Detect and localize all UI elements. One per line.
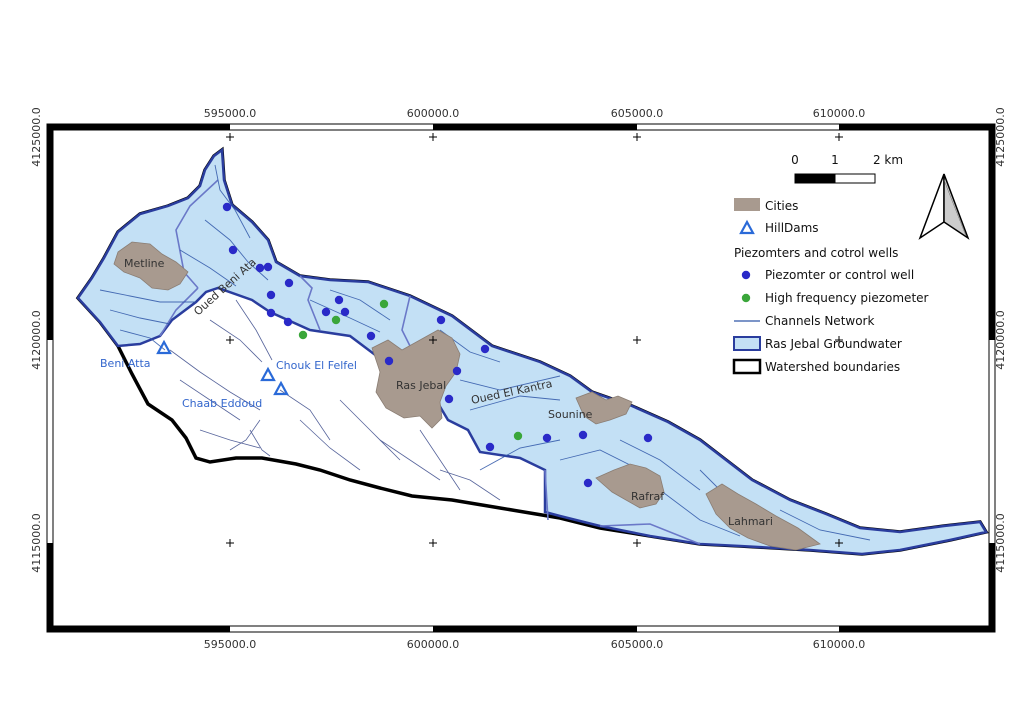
y-label-right: 4125000.0 xyxy=(994,107,1007,167)
label-chaab-eddoud: Chaab Eddoud xyxy=(182,397,262,410)
piezometer-point xyxy=(266,290,276,300)
y-label-left: 4115000.0 xyxy=(30,513,43,573)
legend-groundwater: Ras Jebal Groundwater xyxy=(765,337,902,351)
grid-crosses xyxy=(226,133,843,547)
x-label-bottom: 605000.0 xyxy=(611,638,664,651)
label-chouk-el-felfel: Chouk El Felfel xyxy=(276,359,357,372)
watershed-area xyxy=(75,146,989,556)
legend-hf-piezometer: High frequency piezometer xyxy=(765,291,929,305)
legend: Cities HillDams Piezomters and cotrol we… xyxy=(732,198,929,375)
legend-swatch-cities xyxy=(734,198,760,211)
piezometer-point xyxy=(321,307,331,317)
piezometer-point xyxy=(263,262,273,272)
hilldam-triangle-icon xyxy=(260,366,276,382)
x-label-top: 610000.0 xyxy=(813,107,866,120)
x-label-top: 600000.0 xyxy=(407,107,460,120)
hf-piezometer-point xyxy=(513,431,523,441)
piezometer-point xyxy=(578,430,588,440)
hilldam-triangle-icon xyxy=(273,380,289,396)
piezometer-point xyxy=(255,263,265,273)
legend-piezometer-icon xyxy=(741,270,751,280)
channels-network xyxy=(99,164,871,541)
north-arrow-icon xyxy=(918,173,970,240)
x-label-bottom: 595000.0 xyxy=(204,638,257,651)
groundwater-area xyxy=(76,147,988,556)
piezometer-point xyxy=(222,202,232,212)
x-label-top: 605000.0 xyxy=(611,107,664,120)
piezometers-layer xyxy=(222,202,653,488)
legend-swatch-watershed xyxy=(732,358,762,375)
hf-piezometers-layer xyxy=(298,299,523,441)
piezometer-point xyxy=(266,308,276,318)
city-rafraf xyxy=(595,463,665,509)
legend-hilldams: HillDams xyxy=(765,221,819,235)
label-sounine: Sounine xyxy=(548,408,593,421)
piezometer-point xyxy=(436,315,446,325)
y-label-right: 4120000.0 xyxy=(994,310,1007,370)
y-label-right: 4115000.0 xyxy=(994,513,1007,573)
city-lahmari xyxy=(705,483,821,551)
grid-labels: 595000.0 600000.0 605000.0 610000.0 5950… xyxy=(30,107,1007,651)
label-metline: Metline xyxy=(124,257,165,270)
x-label-bottom: 600000.0 xyxy=(407,638,460,651)
legend-piezometer: Piezomter or control well xyxy=(765,268,914,282)
hf-piezometer-point xyxy=(298,330,308,340)
label-lahmari: Lahmari xyxy=(728,515,773,528)
piezometer-point xyxy=(228,245,238,255)
piezometer-point xyxy=(444,394,454,404)
legend-watershed: Watershed boundaries xyxy=(765,360,900,374)
scale-label: 1 xyxy=(831,153,839,167)
y-label-left: 4120000.0 xyxy=(30,310,43,370)
hilldams-layer xyxy=(156,339,289,396)
piezometer-point xyxy=(384,356,394,366)
label-rafraf: Rafraf xyxy=(631,490,665,503)
piezometer-point xyxy=(284,278,294,288)
scale-label: 0 xyxy=(791,153,799,167)
piezometer-point xyxy=(283,317,293,327)
y-label-left: 4125000.0 xyxy=(30,107,43,167)
city-metline xyxy=(113,241,189,291)
legend-cities: Cities xyxy=(765,199,798,213)
label-beni-atta: Beni Atta xyxy=(100,357,151,370)
hilldam-triangle-icon xyxy=(156,339,172,355)
hf-piezometer-point xyxy=(331,315,341,325)
x-label-top: 595000.0 xyxy=(204,107,257,120)
piezometer-point xyxy=(643,433,653,443)
city-ras-jebal xyxy=(371,329,461,429)
piezometer-point xyxy=(583,478,593,488)
x-label-bottom: 610000.0 xyxy=(813,638,866,651)
legend-channels: Channels Network xyxy=(765,314,874,328)
city-sounine xyxy=(575,391,633,425)
piezometer-point xyxy=(480,344,490,354)
legend-hf-piezometer-icon xyxy=(741,293,751,303)
scale-label: 2 km xyxy=(873,153,903,167)
piezometer-point xyxy=(485,442,495,452)
label-ras-jebal: Ras Jebal xyxy=(396,379,446,392)
piezometer-point xyxy=(452,366,462,376)
piezometer-point xyxy=(542,433,552,443)
cities-layer xyxy=(113,241,821,551)
piezometer-point xyxy=(334,295,344,305)
piezometer-point xyxy=(340,307,350,317)
hf-piezometer-point xyxy=(379,299,389,309)
legend-hilldam-icon xyxy=(739,219,755,235)
piezometer-point xyxy=(366,331,376,341)
legend-piezo-header: Piezomters and cotrol wells xyxy=(734,246,898,260)
legend-swatch-groundwater xyxy=(733,336,761,351)
scale-bar: 0 1 2 km xyxy=(791,153,903,184)
